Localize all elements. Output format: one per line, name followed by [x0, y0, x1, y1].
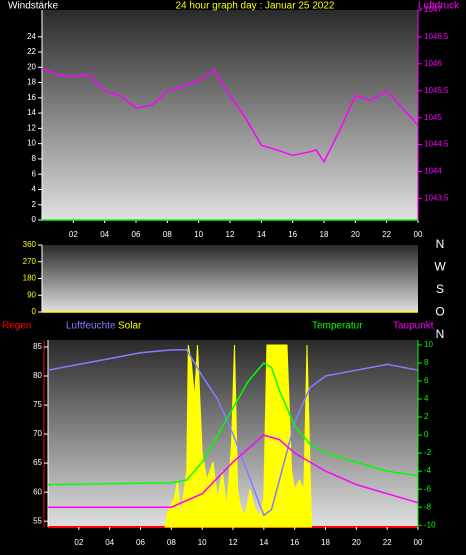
rain-label: Regen: [2, 321, 31, 332]
series-line: [41, 67, 419, 164]
y2-tick-label: -4: [424, 466, 432, 475]
y-tick-label: 55: [33, 516, 42, 525]
chart-title: 24 hour graph day : Januar 25 2022: [175, 1, 334, 12]
y2-tick-label: 1044,5: [424, 140, 449, 149]
panel-background: [42, 245, 418, 312]
y2-tick-label: 1044: [424, 167, 442, 176]
y-tick-label: 12: [27, 123, 36, 132]
y-tick-label: 180: [23, 274, 37, 283]
panel-background: [42, 10, 418, 220]
y2-tick-label: 1045,5: [424, 86, 449, 95]
x-tick-label: 14: [259, 538, 268, 547]
y2-tick-label: 2: [424, 412, 429, 421]
y2-tick-label: 8: [424, 358, 429, 367]
x-tick-label: 12: [226, 230, 235, 239]
y-tick-label: 70: [33, 429, 42, 438]
x-tick-label: 06: [136, 538, 145, 547]
x-tick-label: 02: [69, 230, 78, 239]
y2-tick-label: 1043,5: [424, 194, 449, 203]
x-tick-label: 20: [352, 538, 361, 547]
series-label: Solar: [118, 321, 142, 332]
y2-tick-label: 1046,5: [424, 32, 449, 41]
y2-tick-label: 4: [424, 394, 429, 403]
y-tick-label: 270: [23, 257, 37, 266]
y2-tick-label: 6: [424, 376, 429, 385]
y-tick-label: 360: [23, 240, 37, 249]
y-tick-label: 22: [27, 47, 36, 56]
y-tick-label: 0: [32, 215, 37, 224]
compass-label: S: [436, 282, 444, 296]
series-label: Temperatur: [312, 321, 363, 332]
y2-tick-label: 0: [424, 430, 429, 439]
x-tick-label: 00: [414, 230, 423, 239]
x-tick-label: 08: [167, 538, 176, 547]
y-tick-label: 18: [27, 78, 36, 87]
x-tick-label: 10: [194, 230, 203, 239]
y2-tick-label: 1046: [424, 59, 442, 68]
compass-label: N: [436, 327, 445, 341]
series-label: Luftfeuchte: [66, 321, 116, 332]
y2-tick-label: 1047: [424, 5, 442, 14]
series-line: [47, 362, 419, 486]
x-tick-label: 00: [414, 538, 423, 547]
x-tick-label: 10: [198, 538, 207, 547]
y-tick-label: 6: [32, 169, 37, 178]
x-tick-label: 04: [100, 230, 109, 239]
y-tick-label: 60: [33, 487, 42, 496]
x-tick-label: 22: [382, 230, 391, 239]
x-tick-label: 16: [290, 538, 299, 547]
y2-tick-label: -2: [424, 448, 432, 457]
y-tick-label: 20: [27, 62, 36, 71]
x-tick-label: 20: [351, 230, 360, 239]
y-tick-label: 85: [33, 342, 42, 351]
x-tick-label: 14: [257, 230, 266, 239]
y-tick-label: 10: [27, 139, 36, 148]
compass-label: N: [436, 237, 445, 251]
y-tick-label: 8: [32, 154, 37, 163]
x-tick-label: 06: [132, 230, 141, 239]
y2-axis-label: Luftdruck: [418, 1, 460, 12]
y2-tick-label: 1045: [424, 113, 442, 122]
y2-tick-label: -6: [424, 484, 432, 493]
x-tick-label: 18: [320, 230, 329, 239]
y-tick-label: 0: [32, 307, 37, 316]
series-label: Taupunkt: [393, 321, 434, 332]
y2-tick-label: 10: [424, 340, 433, 349]
x-tick-label: 16: [288, 230, 297, 239]
x-tick-label: 22: [383, 538, 392, 547]
x-tick-label: 18: [321, 538, 330, 547]
y-tick-label: 2: [32, 200, 37, 209]
x-tick-label: 08: [163, 230, 172, 239]
x-tick-label: 12: [229, 538, 238, 547]
y-tick-label: 14: [27, 108, 36, 117]
x-tick-label: 02: [74, 538, 83, 547]
y-tick-label: 80: [33, 371, 42, 380]
compass-label: W: [434, 260, 446, 274]
y-tick-label: 65: [33, 458, 42, 467]
compass-label: O: [435, 305, 444, 319]
x-tick-label: 04: [105, 538, 114, 547]
series-line: [47, 349, 419, 517]
y-tick-label: 16: [27, 93, 36, 102]
y-axis-label: Windstärke: [8, 1, 58, 12]
y-tick-label: 75: [33, 400, 42, 409]
y-tick-label: 90: [27, 290, 36, 299]
y-tick-label: 4: [32, 185, 37, 194]
series-line: [48, 434, 419, 508]
y-tick-label: 24: [27, 32, 36, 41]
y2-tick-label: -8: [424, 502, 432, 511]
y2-tick-label: -10: [424, 520, 436, 529]
solar-area: [164, 344, 313, 528]
